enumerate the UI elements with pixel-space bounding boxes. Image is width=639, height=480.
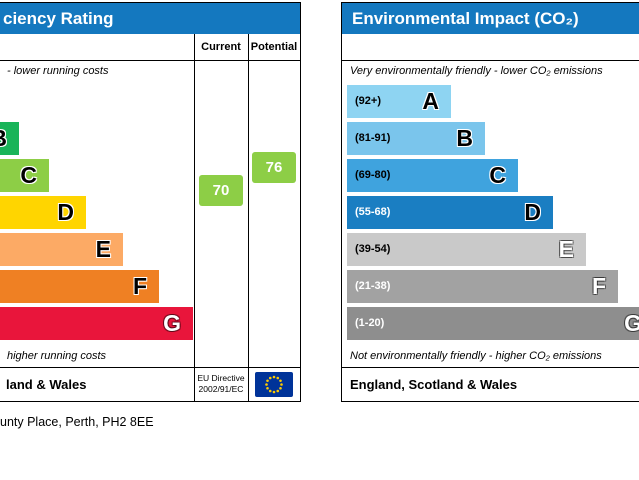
energy-bar-f: F [0,270,159,303]
eu-directive-label: EU Directive 2002/91/EC [194,373,248,394]
energy-bottom-note: higher running costs [7,350,107,362]
co2-top-note: Very environmentally friendly - lower CO… [350,65,603,77]
energy-bar-b: B [0,122,19,155]
environmental-impact-panel: Environmental Impact (CO₂) Very environm… [341,2,639,402]
co2-bar-b: (81-91) B [347,122,485,155]
co2-band-letter: E [558,236,574,262]
co2-panel-footer: England, Scotland & Wales [342,367,639,401]
co2-panel-title: Environmental Impact (CO₂) [352,9,579,28]
energy-efficiency-panel: ciency Rating Current Potential - lower … [0,2,301,402]
co2-band-letter: G [624,310,639,336]
column-header-potential: Potential [250,41,298,53]
co2-band-letter: B [456,125,473,151]
property-address: unty Place, Perth, PH2 8EE [0,415,154,429]
co2-bar-c: (69-80) C [347,159,518,192]
energy-top-note: - lower running costs [7,65,109,77]
energy-band-letter: F [132,273,147,299]
eu-flag-icon [255,372,293,397]
eu-directive-line1: EU Directive [197,373,245,383]
potential-rating-badge: 76 [252,152,296,183]
co2-band-range: (69-80) [355,169,391,181]
energy-region-label: land & Wales [6,377,87,392]
co2-band-range: (39-54) [355,243,391,255]
co2-bar-a: (92+) A [347,85,451,118]
energy-panel-footer: land & Wales EU Directive 2002/91/EC [0,367,300,401]
energy-bar-d: D [0,196,86,229]
co2-band-letter: C [489,162,506,188]
energy-panel-title: ciency Rating [3,9,114,28]
energy-panel-header: ciency Rating [0,3,300,34]
current-rating-badge: 70 [199,175,243,206]
co2-band-letter: D [524,199,541,225]
co2-band-range: (1-20) [355,317,385,329]
co2-bar-d: (55-68) D [347,196,553,229]
co2-band-range: (92+) [355,95,381,107]
energy-bar-c: C [0,159,49,192]
energy-band-letter: G [163,310,181,336]
eu-directive-line2: 2002/91/EC [198,383,244,394]
energy-bar-g: G [0,307,193,340]
co2-band-range: (21-38) [355,280,391,292]
co2-bar-e: (39-54) E [347,233,586,266]
co2-band-range: (81-91) [355,132,391,144]
co2-bottom-note: Not environmentally friendly - higher CO… [350,350,602,362]
co2-column-header-row [342,34,639,61]
energy-band-letter: D [57,199,74,225]
co2-region-label: England, Scotland & Wales [350,377,518,392]
energy-band-letter: C [20,162,37,188]
co2-bar-f: (21-38) F [347,270,618,303]
energy-column-header-row: Current Potential [0,34,300,61]
co2-bar-g: (1-20) G [347,307,639,340]
energy-bar-e: E [0,233,123,266]
co2-panel-header: Environmental Impact (CO₂) [342,3,639,34]
energy-band-letter: B [0,122,7,155]
column-divider [248,34,249,401]
co2-band-letter: F [591,273,606,299]
column-divider [194,34,195,401]
co2-band-letter: A [422,88,439,114]
energy-band-letter: E [95,236,111,262]
column-header-current: Current [201,41,241,53]
co2-band-range: (55-68) [355,206,391,218]
